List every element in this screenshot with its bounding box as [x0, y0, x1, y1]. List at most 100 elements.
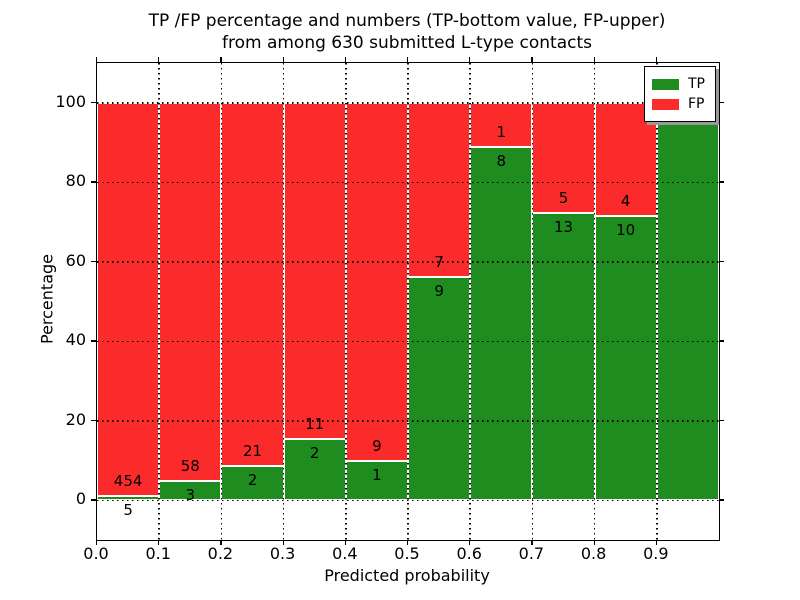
- axis-tick: [655, 540, 658, 545]
- axis-tick: [158, 57, 160, 62]
- bar-label-fp: 1: [496, 122, 507, 141]
- vertical-gridline: [345, 63, 347, 540]
- axis-tick: [719, 419, 724, 422]
- legend-entry-fp: FP: [652, 95, 708, 113]
- axis-tick: [531, 540, 533, 545]
- axis-tick: [407, 540, 409, 545]
- vertical-gridline: [656, 63, 658, 540]
- axis-tick: [96, 57, 98, 62]
- bar-label-tp: 1: [372, 465, 382, 484]
- bar-label-fp: 21: [242, 441, 263, 460]
- bar-segment-fp: [283, 102, 346, 440]
- axis-tick: [719, 181, 724, 183]
- axis-tick: [593, 540, 595, 545]
- x-tick-label: 0.0: [83, 544, 109, 563]
- bar-label-fp: 454: [113, 471, 143, 490]
- axis-tick: [91, 340, 96, 342]
- bar-label-fp: 11: [305, 415, 325, 434]
- bar-segment-fp: [408, 102, 471, 277]
- x-tick-label: 0.3: [269, 544, 296, 563]
- horizontal-gridline: [97, 261, 719, 263]
- legend-label-tp: TP: [688, 76, 705, 92]
- axis-tick: [91, 499, 96, 501]
- bar-segment-fp: [159, 102, 222, 481]
- axis-tick: [91, 181, 96, 183]
- vertical-gridline: [282, 63, 285, 540]
- horizontal-gridline: [97, 340, 719, 342]
- axis-tick: [407, 57, 409, 62]
- x-tick-label: 0.7: [518, 544, 545, 563]
- bar-label-tp: 2: [247, 470, 258, 489]
- y-tick-label: 40: [65, 330, 86, 350]
- bar-label-fp: 7: [434, 252, 444, 271]
- bar-segment-fp: [345, 102, 408, 461]
- x-axis-label: Predicted probability: [324, 566, 490, 585]
- legend-entry-tp: TP: [652, 75, 708, 93]
- bar-label-tp: 10: [616, 221, 636, 240]
- x-tick-label: 0.5: [394, 544, 420, 563]
- vertical-gridline: [469, 63, 471, 540]
- axis-tick: [91, 419, 96, 422]
- axis-tick: [158, 540, 160, 545]
- horizontal-gridline: [97, 102, 719, 104]
- x-tick-label: 0.9: [643, 544, 669, 563]
- bar-segment-tp: [532, 213, 595, 501]
- x-tick-label: 0.6: [456, 544, 482, 563]
- axis-tick: [220, 540, 222, 545]
- chart-title-line2: from among 630 submitted L-type contacts: [221, 33, 592, 53]
- bar-label-fp: 58: [180, 456, 200, 475]
- bar-label-tp: 13: [553, 218, 574, 237]
- axis-tick: [593, 57, 595, 62]
- legend: TP FP: [644, 66, 716, 122]
- bar-label-tp: 5: [123, 500, 133, 519]
- axis-tick: [220, 57, 222, 62]
- bar-label-tp: 3: [185, 485, 196, 504]
- axis-tick: [719, 260, 724, 263]
- vertical-gridline: [407, 63, 409, 540]
- bar-segment-fp: [97, 102, 160, 496]
- axis-tick: [531, 57, 533, 62]
- plot-area: 45455832121129179185134107: [96, 62, 720, 541]
- axis-tick: [91, 260, 96, 263]
- bar-label-fp: 9: [372, 436, 382, 455]
- fp-swatch-icon: [652, 98, 679, 110]
- y-axis-label: Percentage: [37, 253, 57, 345]
- y-tick-label: 0: [75, 489, 86, 509]
- y-tick-label: 80: [65, 171, 86, 191]
- bar-label-tp: 2: [309, 444, 320, 463]
- vertical-gridline: [158, 63, 160, 540]
- bar-segment-fp: [221, 102, 284, 466]
- axis-tick: [469, 540, 471, 545]
- axis-tick: [344, 540, 347, 545]
- x-tick-label: 0.1: [145, 544, 171, 563]
- axis-tick: [282, 540, 284, 545]
- vertical-gridline: [220, 63, 223, 540]
- bar-label-tp: 8: [496, 151, 507, 170]
- axis-tick: [91, 101, 96, 104]
- axis-tick: [96, 540, 98, 545]
- horizontal-gridline: [97, 420, 719, 422]
- axis-tick: [719, 499, 724, 501]
- x-tick-label: 0.8: [580, 544, 607, 563]
- y-tick-label: 60: [65, 250, 86, 270]
- legend-label-fp: FP: [688, 96, 705, 112]
- y-tick-label: 20: [65, 409, 86, 429]
- tp-swatch-icon: [652, 78, 679, 90]
- bar-label-fp: 5: [558, 189, 569, 208]
- vertical-gridline: [531, 63, 534, 540]
- horizontal-gridline: [97, 499, 719, 501]
- horizontal-gridline: [97, 181, 719, 183]
- bar-label-fp: 4: [620, 192, 631, 211]
- axis-tick: [344, 57, 347, 62]
- vertical-gridline: [593, 63, 596, 540]
- y-tick-label: 100: [55, 91, 86, 111]
- chart-title-line1: TP /FP percentage and numbers (TP-bottom…: [148, 11, 666, 31]
- axis-tick: [655, 57, 658, 62]
- bar-segment-tp: [594, 216, 657, 501]
- bar-segment-tp: [470, 146, 533, 501]
- axis-tick: [719, 340, 724, 342]
- x-tick-label: 0.2: [207, 544, 234, 563]
- axis-tick: [719, 101, 724, 104]
- x-tick-label: 0.4: [332, 544, 358, 563]
